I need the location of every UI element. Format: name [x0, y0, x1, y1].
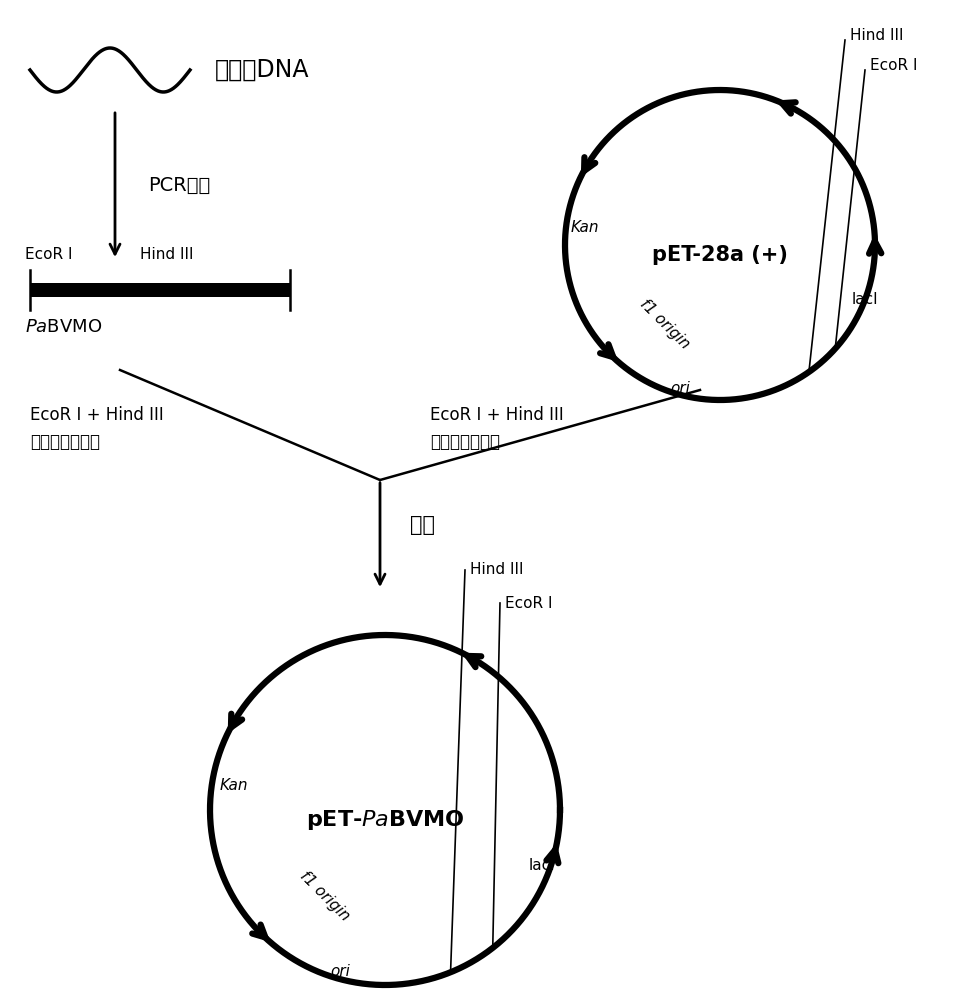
- Text: $\it{Pa}$BVMO: $\it{Pa}$BVMO: [25, 318, 103, 336]
- Text: Hind III: Hind III: [470, 562, 523, 578]
- Text: f1 origin: f1 origin: [297, 868, 353, 924]
- Text: 酶切回收大片段: 酶切回收大片段: [430, 433, 500, 451]
- Text: lacI: lacI: [529, 857, 555, 872]
- Text: pET-$\it{Pa}$BVMO: pET-$\it{Pa}$BVMO: [306, 808, 464, 832]
- Text: Kan: Kan: [571, 220, 600, 234]
- Text: 连接: 连接: [410, 515, 435, 535]
- Text: EcoR I + Hind III: EcoR I + Hind III: [30, 406, 163, 424]
- Text: Hind III: Hind III: [850, 27, 903, 42]
- Text: 基因组DNA: 基因组DNA: [215, 58, 309, 82]
- Text: lacI: lacI: [852, 292, 878, 308]
- Text: PCR扩增: PCR扩增: [148, 176, 210, 194]
- Text: EcoR I: EcoR I: [870, 57, 918, 73]
- Text: EcoR I: EcoR I: [505, 595, 552, 610]
- Text: pET-28a (+): pET-28a (+): [652, 245, 788, 265]
- Text: f1 origin: f1 origin: [637, 296, 692, 351]
- Text: EcoR I: EcoR I: [25, 247, 73, 262]
- Text: ori: ori: [670, 381, 689, 396]
- Text: ori: ori: [330, 964, 350, 979]
- Text: Hind III: Hind III: [140, 247, 193, 262]
- Text: 酶切回收大片段: 酶切回收大片段: [30, 433, 100, 451]
- Text: EcoR I + Hind III: EcoR I + Hind III: [430, 406, 564, 424]
- Bar: [30, 283, 290, 297]
- Text: Kan: Kan: [220, 778, 249, 792]
